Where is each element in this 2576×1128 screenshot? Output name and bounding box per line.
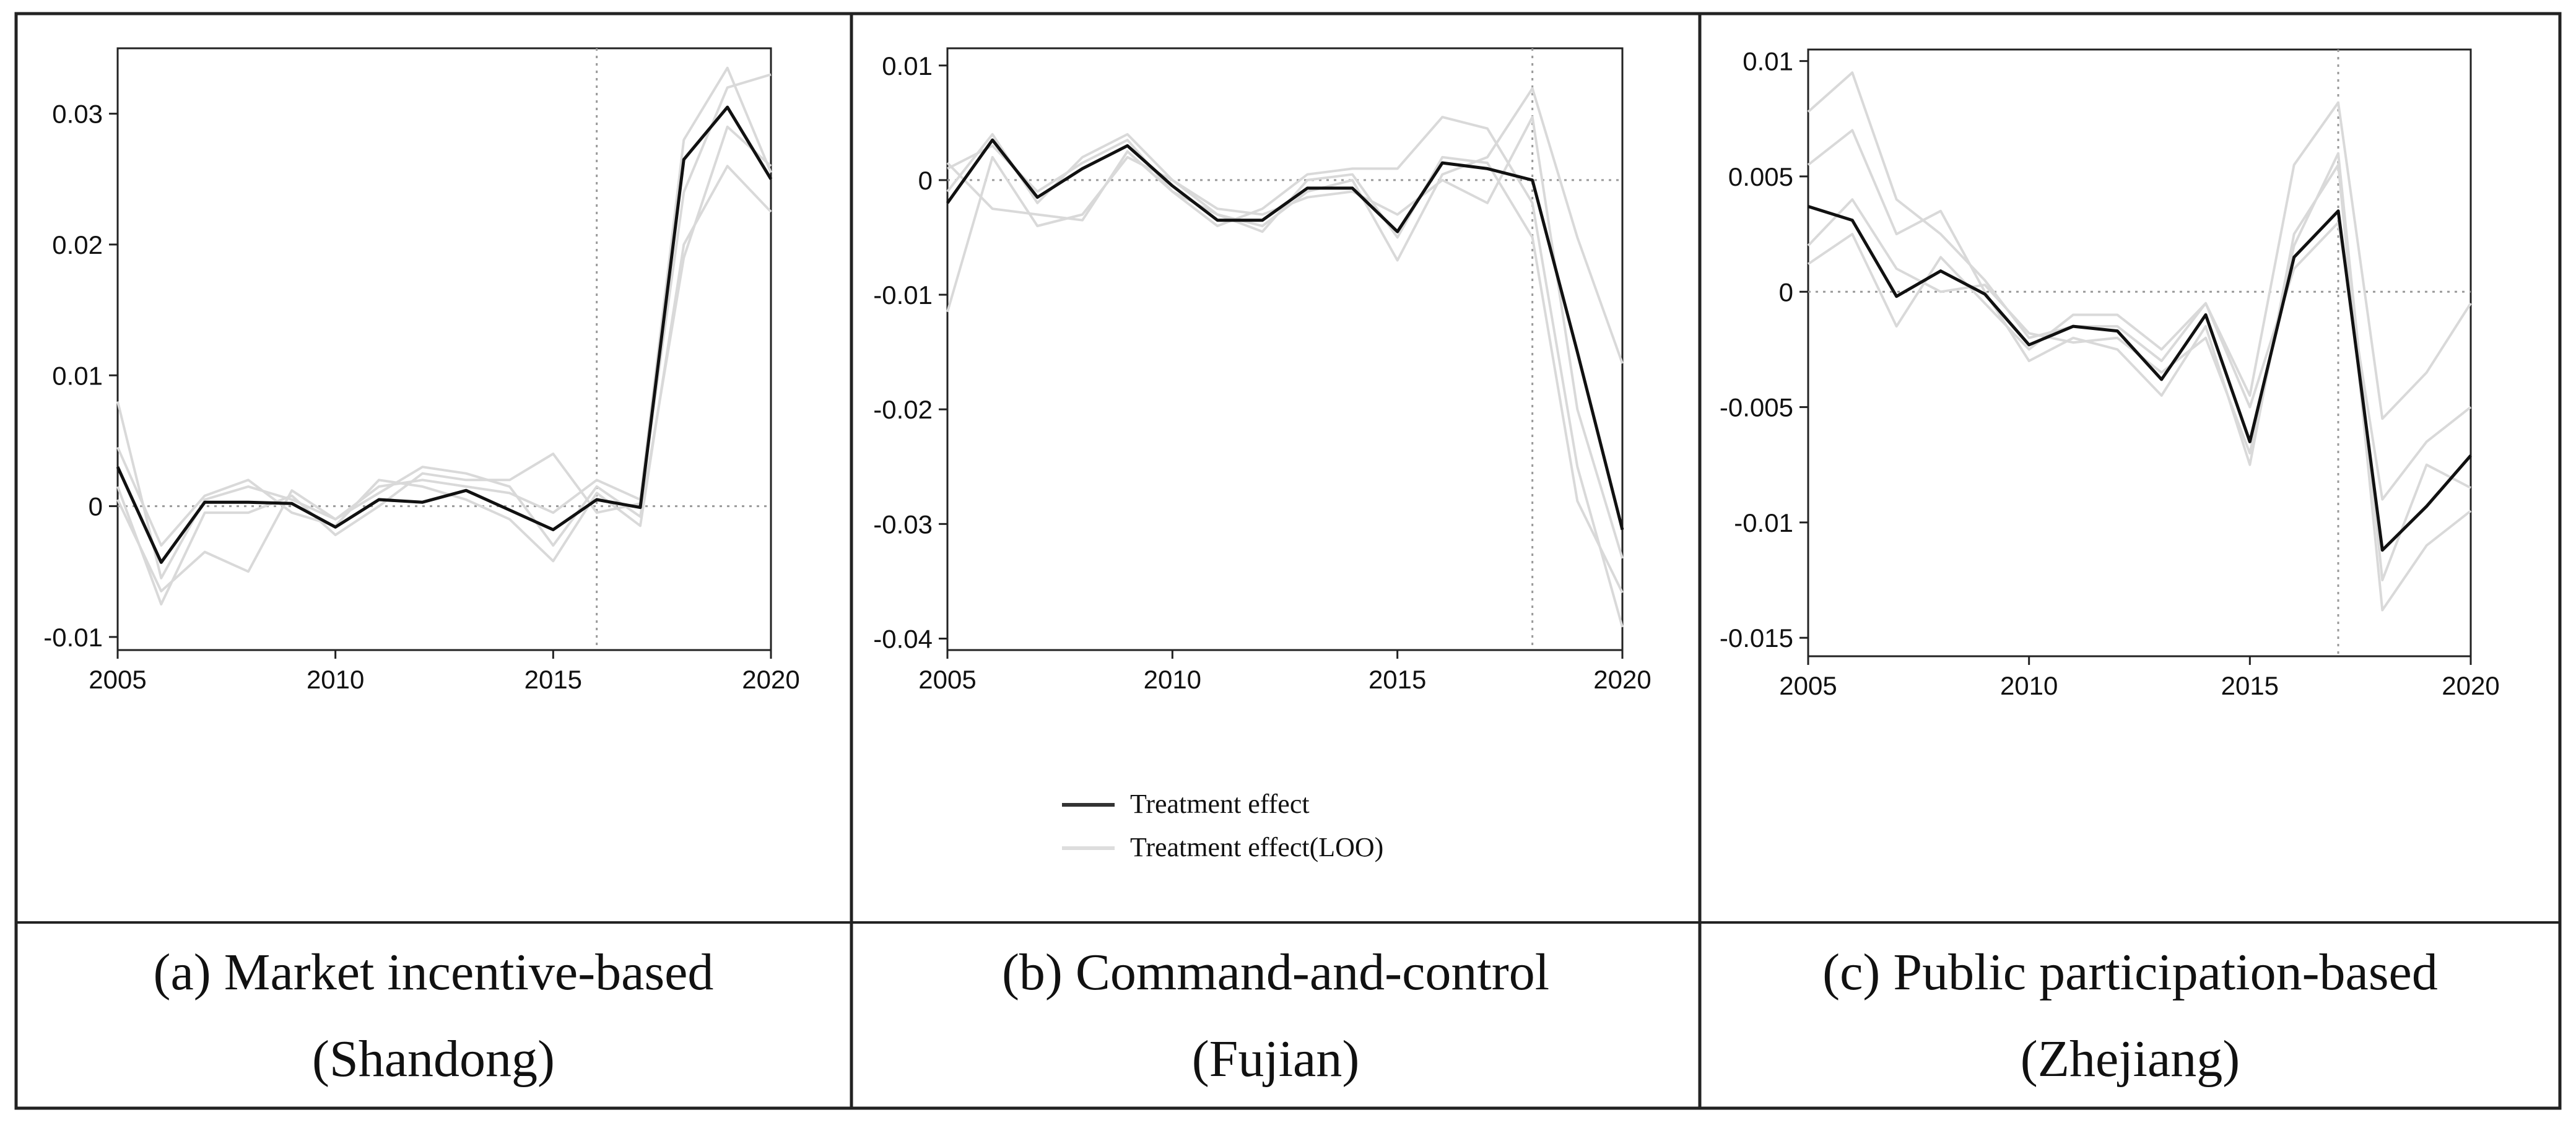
panel-c-treatment-effect-line: [1808, 205, 2472, 552]
panel-a-ytick-label: 0.01: [52, 361, 103, 390]
panel-b-plot-frame: [946, 47, 1624, 651]
panel-c-loo-line-4: [1807, 152, 2471, 581]
caption-c-line1: (c) Public participation-based: [1822, 944, 2438, 1001]
panel-c-xtick-label: 2005: [1779, 671, 1837, 700]
panel-b-loo-line-1: [946, 87, 1624, 364]
panel-b-ytick-label: 0: [918, 166, 933, 195]
panel-c-ytick-label: 0.01: [1743, 47, 1793, 76]
panel-a-ytick-label: 0: [89, 492, 103, 521]
panel-a-loo-line-1: [116, 66, 772, 579]
panel-c-ytick-label: -0.01: [1734, 508, 1793, 537]
panel-a-plot-frame: [116, 47, 772, 651]
panel-a-xtick-label: 2015: [524, 665, 582, 694]
panel-c-loo-line-1: [1807, 71, 2472, 420]
panel-b-xtick-label: 2015: [1368, 665, 1426, 694]
panel-b-ytick-label: -0.01: [873, 280, 933, 310]
panel-a-xtick-label: 2020: [742, 665, 799, 694]
legend: Treatment effect Treatment effect(LOO): [1062, 789, 1383, 862]
panel-a-xtick-label: 2010: [307, 665, 364, 694]
panel-c-ytick-label: 0: [1779, 277, 1793, 306]
figure-frame: [14, 12, 2562, 1110]
panel-b-xtick-label: 2010: [1144, 665, 1201, 694]
caption-c: (c) Public participation-based (Zhejiang…: [1822, 944, 2438, 1088]
panel-c-plot-frame: [1807, 48, 2472, 657]
panel-b-ytick-label: -0.04: [873, 624, 933, 653]
panel-a-ytick-label: -0.01: [43, 623, 103, 652]
panel-c-chart: -0.015 -0.01 -0.005 0 0.005 0.01 2005 2010 2015 2…: [1720, 47, 2500, 700]
panel-a-ytick-label: 0.03: [52, 100, 103, 129]
panel-b-ytick-label: 0.01: [882, 51, 933, 80]
legend-loo-label: Treatment effect(LOO): [1130, 832, 1383, 862]
caption-a: (a) Market incentive-based (Shandong): [154, 944, 714, 1088]
panel-b-ytick-label: -0.02: [873, 395, 933, 424]
panel-a-loo-line-2: [116, 73, 772, 605]
legend-main-label: Treatment effect: [1130, 789, 1310, 819]
caption-b: (b) Command-and-control (Fujian): [1002, 944, 1549, 1088]
panel-a-ytick-label: 0.02: [52, 230, 103, 259]
caption-a-line1: (a) Market incentive-based: [154, 944, 714, 1001]
panel-c-xtick-label: 2015: [2221, 671, 2279, 700]
panel-c-xtick-label: 2020: [2442, 671, 2499, 700]
panel-b-loo-line-2: [946, 116, 1624, 628]
panel-c-ytick-label: 0.005: [1728, 162, 1793, 191]
panel-c-ytick-label: -0.015: [1720, 623, 1793, 653]
panel-c-xtick-label: 2010: [2000, 671, 2058, 700]
panel-a-loo-line-4: [116, 125, 772, 592]
panel-b-xtick-label: 2005: [918, 665, 976, 694]
panel-a-chart: -0.01 0 0.01 0.02 0.03 2005 2010 2015 2020: [43, 47, 800, 694]
panel-c-loo-line-2: [1807, 129, 2472, 612]
panel-b-ytick-label: -0.03: [873, 510, 933, 539]
panel-a-xtick-label: 2005: [89, 665, 146, 694]
caption-b-line2: (Fujian): [1192, 1030, 1360, 1088]
panel-b-chart: -0.04 -0.03 -0.02 -0.01 0 0.01 2005 2010 2015 202…: [873, 47, 1651, 694]
panel-b-xtick-label: 2020: [1593, 665, 1651, 694]
caption-a-line2: (Shandong): [312, 1030, 555, 1088]
panel-b-treatment-effect-line: [946, 138, 1624, 531]
panel-a-treatment-effect-line: [116, 105, 773, 564]
caption-c-line2: (Zhejiang): [2021, 1030, 2240, 1088]
caption-b-line1: (b) Command-and-control: [1002, 944, 1549, 1001]
panel-c-ytick-label: -0.005: [1720, 393, 1793, 422]
